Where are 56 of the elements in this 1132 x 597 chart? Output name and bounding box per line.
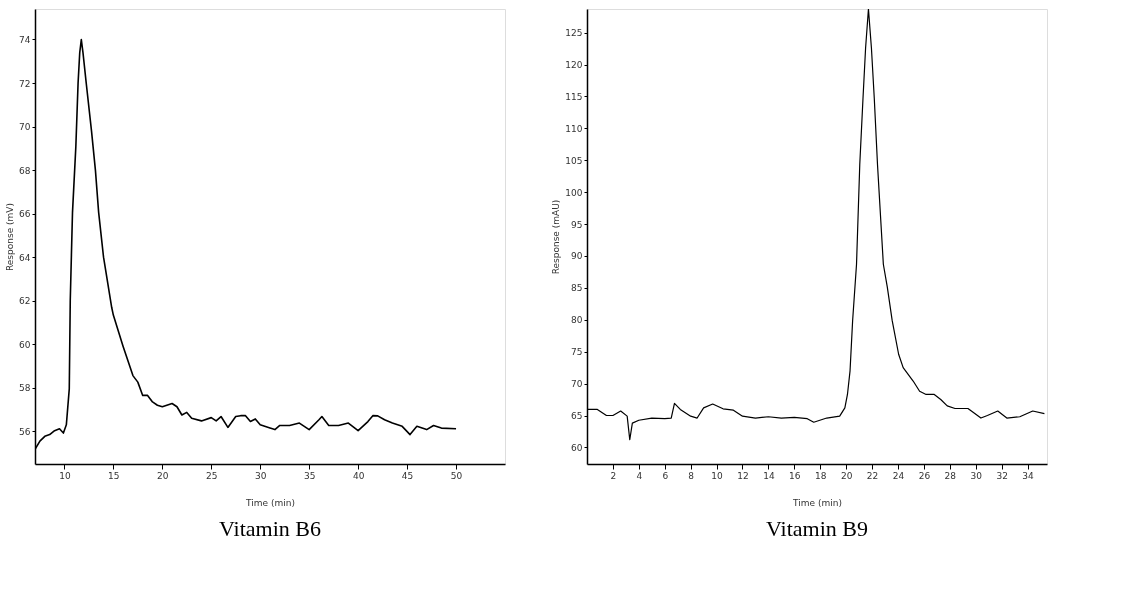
y-tick-label: 80 (571, 315, 583, 326)
text: Vitamin B6 (219, 516, 321, 541)
x-tick-label: 34 (1022, 470, 1035, 481)
y-tick-label: 90 (571, 251, 583, 262)
x-tick-label: 10 (711, 470, 724, 481)
x-tick-label: 4 (636, 470, 643, 481)
x-tick-label: 26 (918, 470, 931, 481)
y-tick-label: 66 (19, 209, 31, 220)
x-tick-label: 2 (610, 470, 617, 481)
x-tick-label: 15 (108, 470, 120, 481)
x-tick-label: 20 (840, 470, 853, 481)
x-tick-label: 30 (970, 470, 983, 481)
y-tick-label: 100 (565, 187, 583, 198)
y-tick-label: 62 (19, 296, 31, 307)
x-tick-label: 10 (59, 470, 71, 481)
y-tick-label: 74 (19, 34, 31, 45)
y-tick-label: 85 (571, 283, 583, 294)
x-tick-label: 18 (815, 470, 827, 481)
x-axis-title: Time (min) (792, 497, 842, 508)
y-tick-label: 120 (565, 60, 583, 71)
x-tick-label: 20 (157, 470, 169, 481)
x-tick-label: 50 (450, 470, 463, 481)
y-tick-label: 115 (565, 91, 583, 102)
text: Vitamin B9 (766, 516, 868, 541)
x-tick-label: 22 (866, 470, 879, 481)
x-tick-label: 16 (789, 470, 801, 481)
y-tick-label: 72 (19, 78, 31, 89)
x-tick-label: 35 (303, 470, 316, 481)
y-tick-label: 75 (571, 347, 583, 358)
y-tick-label: 60 (19, 339, 31, 350)
y-axis-title: Response (mV) (5, 202, 16, 272)
x-tick-label: 40 (352, 470, 365, 481)
x-tick-label: 30 (254, 470, 267, 481)
x-axis-title: Time (min) (245, 497, 295, 508)
x-tick-label: 12 (737, 470, 749, 481)
x-tick-label: 45 (401, 470, 414, 481)
x-tick-label: 25 (206, 470, 218, 481)
x-tick-label: 8 (688, 470, 695, 481)
y-axis-title: Response (mAU) (551, 199, 562, 275)
x-tick-label: 6 (662, 470, 669, 481)
y-tick-label: 70 (571, 379, 583, 390)
x-tick-label: 14 (763, 470, 775, 481)
y-tick-label: 64 (19, 252, 31, 263)
x-tick-label: 28 (944, 470, 957, 481)
y-tick-label: 58 (19, 383, 31, 394)
x-tick-label: 32 (996, 470, 1008, 481)
y-tick-label: 60 (571, 442, 583, 453)
y-tick-label: 56 (19, 426, 31, 437)
y-tick-label: 105 (565, 155, 583, 166)
y-tick-label: 110 (565, 123, 583, 134)
y-tick-label: 70 (19, 122, 31, 133)
y-tick-label: 125 (565, 28, 583, 39)
x-tick-label: 24 (892, 470, 905, 481)
y-tick-label: 68 (19, 165, 31, 176)
y-tick-label: 65 (571, 411, 583, 421)
y-tick-label: 95 (571, 219, 583, 230)
